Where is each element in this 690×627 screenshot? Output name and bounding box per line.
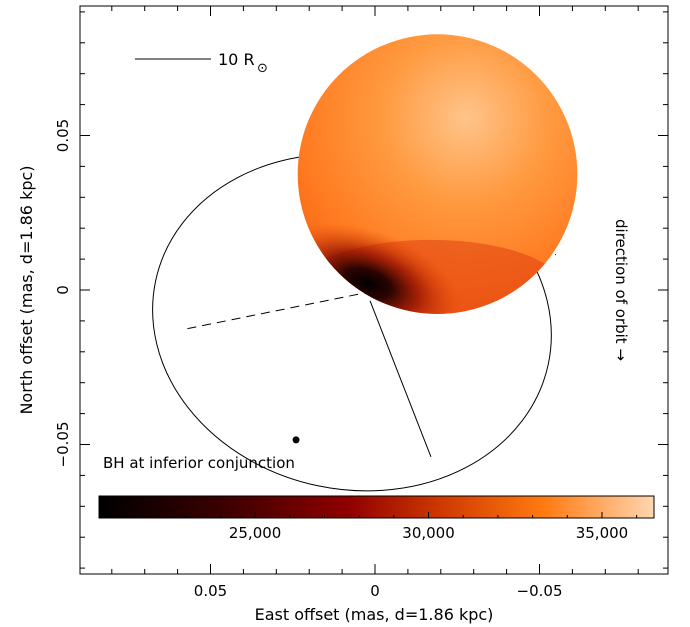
bh-marker xyxy=(292,436,300,444)
colorbar-tick-label: 35,000 xyxy=(576,524,629,542)
scale-bar-label: 10 R xyxy=(218,50,255,69)
colorbar-tick-label: 25,000 xyxy=(229,524,282,542)
y-tick-label: 0.05 xyxy=(54,119,72,152)
x-tick-label: 0 xyxy=(370,582,380,600)
x-tick-label: 0.05 xyxy=(194,582,227,600)
sun-symbol: ⊙ xyxy=(257,61,268,76)
orbit-direction-label: direction of orbit → xyxy=(612,219,630,361)
y-tick-label: 0 xyxy=(54,285,72,295)
colorbar-tick-label: 30,000 xyxy=(402,524,455,542)
x-tick-label: −0.05 xyxy=(517,582,563,600)
bh-marker-label: BH at inferior conjunction xyxy=(103,454,295,472)
y-axis-label: North offset (mas, d=1.86 kpc) xyxy=(17,165,36,414)
colorbar xyxy=(98,495,655,519)
periastron-line xyxy=(369,300,432,458)
y-tick-label: −0.05 xyxy=(54,422,72,468)
x-axis-label: East offset (mas, d=1.86 kpc) xyxy=(255,605,494,624)
